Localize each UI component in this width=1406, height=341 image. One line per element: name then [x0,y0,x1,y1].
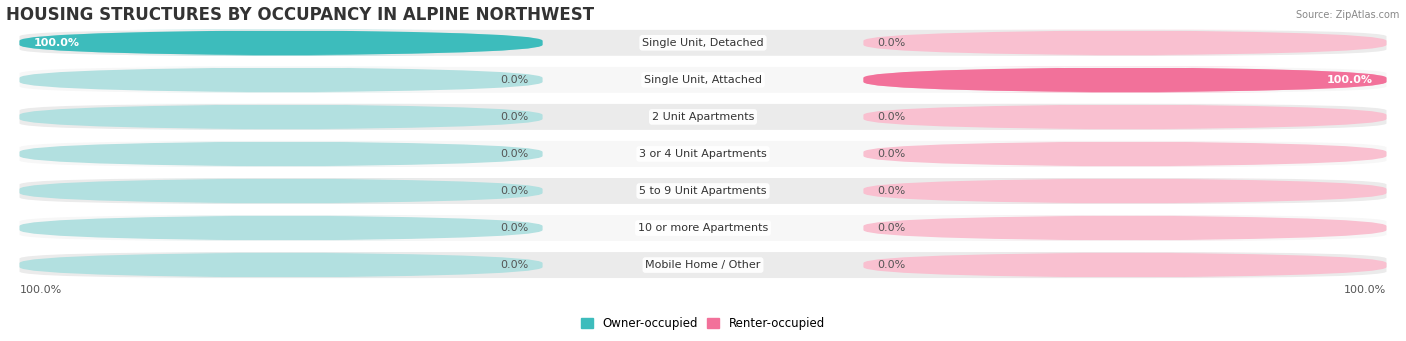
Text: 0.0%: 0.0% [501,186,529,196]
Text: 0.0%: 0.0% [501,112,529,122]
FancyBboxPatch shape [20,141,543,167]
Text: 100.0%: 100.0% [1344,285,1386,295]
Text: HOUSING STRUCTURES BY OCCUPANCY IN ALPINE NORTHWEST: HOUSING STRUCTURES BY OCCUPANCY IN ALPIN… [6,5,593,24]
FancyBboxPatch shape [863,67,1386,93]
FancyBboxPatch shape [863,104,1386,130]
FancyBboxPatch shape [20,252,1386,278]
FancyBboxPatch shape [20,67,543,93]
Text: 2 Unit Apartments: 2 Unit Apartments [652,112,754,122]
Text: 0.0%: 0.0% [877,186,905,196]
Text: Source: ZipAtlas.com: Source: ZipAtlas.com [1295,10,1399,20]
Text: 0.0%: 0.0% [501,223,529,233]
FancyBboxPatch shape [863,141,1386,167]
FancyBboxPatch shape [863,178,1386,204]
Text: 10 or more Apartments: 10 or more Apartments [638,223,768,233]
Text: 0.0%: 0.0% [501,149,529,159]
Text: 100.0%: 100.0% [20,285,62,295]
FancyBboxPatch shape [20,30,1386,56]
Text: Single Unit, Attached: Single Unit, Attached [644,75,762,85]
FancyBboxPatch shape [863,215,1386,241]
FancyBboxPatch shape [20,67,1386,93]
Text: 0.0%: 0.0% [877,223,905,233]
Text: 100.0%: 100.0% [34,38,80,48]
FancyBboxPatch shape [863,30,1386,56]
FancyBboxPatch shape [20,104,543,130]
Text: Mobile Home / Other: Mobile Home / Other [645,260,761,270]
Text: 0.0%: 0.0% [877,260,905,270]
Text: 0.0%: 0.0% [877,38,905,48]
FancyBboxPatch shape [20,178,543,204]
Text: 0.0%: 0.0% [501,75,529,85]
FancyBboxPatch shape [20,30,543,56]
FancyBboxPatch shape [20,30,543,56]
Text: 0.0%: 0.0% [877,112,905,122]
FancyBboxPatch shape [20,104,1386,130]
FancyBboxPatch shape [20,252,543,278]
Text: 0.0%: 0.0% [877,149,905,159]
FancyBboxPatch shape [20,215,543,241]
FancyBboxPatch shape [863,252,1386,278]
Legend: Owner-occupied, Renter-occupied: Owner-occupied, Renter-occupied [576,312,830,335]
Text: 100.0%: 100.0% [1326,75,1372,85]
Text: Single Unit, Detached: Single Unit, Detached [643,38,763,48]
Text: 0.0%: 0.0% [501,260,529,270]
FancyBboxPatch shape [863,67,1386,93]
FancyBboxPatch shape [20,141,1386,167]
Text: 3 or 4 Unit Apartments: 3 or 4 Unit Apartments [640,149,766,159]
FancyBboxPatch shape [20,178,1386,204]
FancyBboxPatch shape [20,215,1386,241]
Text: 5 to 9 Unit Apartments: 5 to 9 Unit Apartments [640,186,766,196]
